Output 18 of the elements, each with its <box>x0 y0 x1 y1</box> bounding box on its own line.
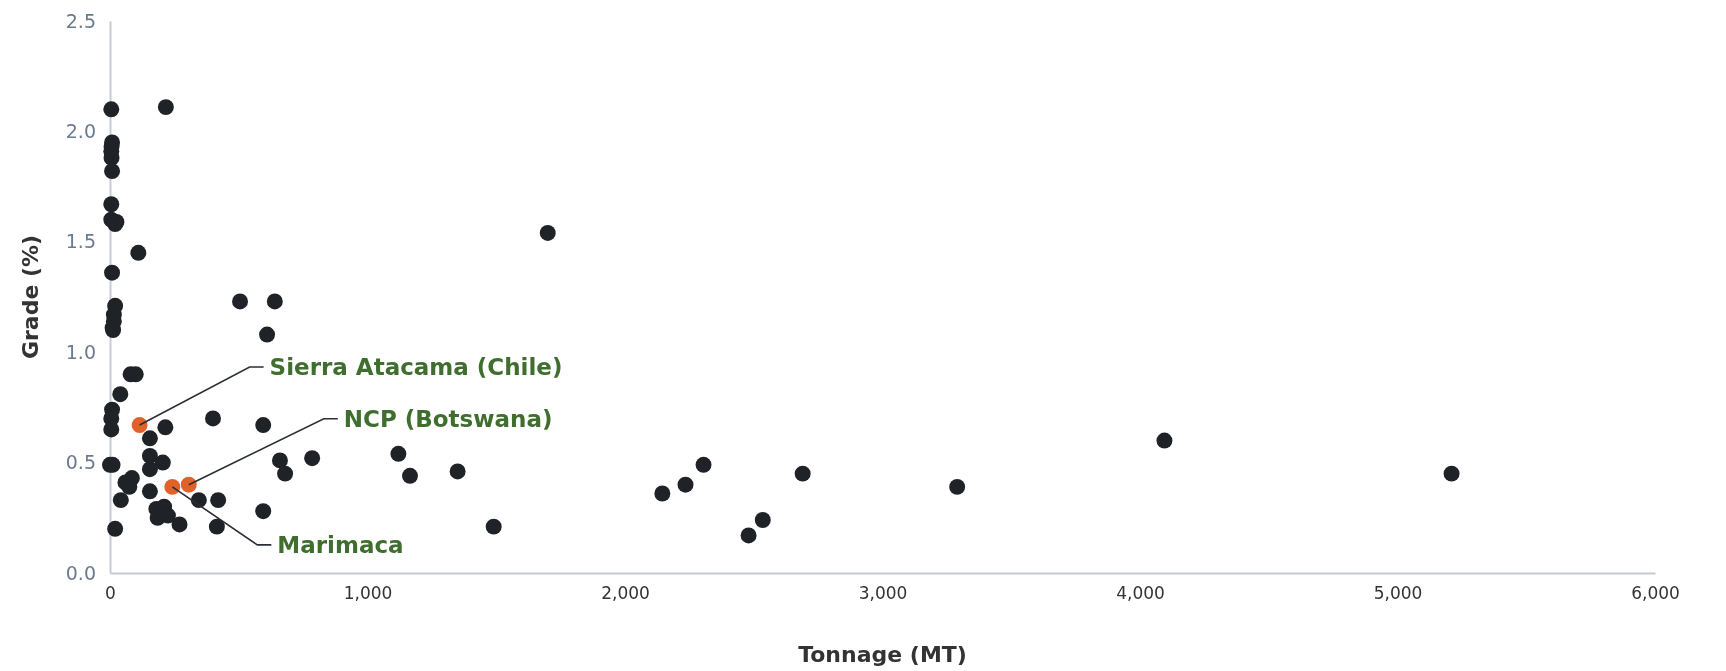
y-tick-label: 2.5 <box>65 9 96 32</box>
annotation: NCP (Botswana) <box>343 405 553 432</box>
x-tick-label: 6,000 <box>1631 583 1680 604</box>
y-axis-title: Grade (%) <box>18 234 43 360</box>
x-tick-label: 4,000 <box>1116 583 1165 604</box>
y-tick-label: 0.5 <box>65 451 96 474</box>
x-tick-label: 2,000 <box>601 583 650 604</box>
y-tick-label: 2.0 <box>65 119 96 142</box>
y-tick-label: 1.5 <box>65 230 96 253</box>
annotation: Sierra Atacama (Chile) <box>269 354 563 381</box>
x-axis-title: Tonnage (MT) <box>798 642 967 667</box>
x-tick-label: 1,000 <box>343 583 393 604</box>
x-tick-label: 0 <box>105 583 116 604</box>
x-tick-label: 3,000 <box>858 583 908 604</box>
annotation: Marimaca <box>277 531 404 558</box>
y-tick-label: 1.0 <box>65 340 96 363</box>
y-tick-label: 0.0 <box>65 561 96 584</box>
x-tick-label: 5,000 <box>1373 583 1423 604</box>
